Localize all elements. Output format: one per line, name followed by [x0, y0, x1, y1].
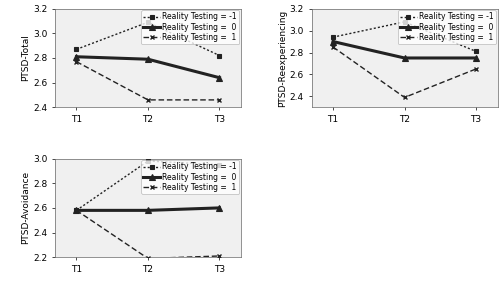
Line: Reality Testing = -1: Reality Testing = -1 [74, 20, 222, 58]
Reality Testing =  0 [402, 56, 407, 60]
Reality Testing =  0 [74, 209, 80, 212]
Reality Testing = -1 [330, 36, 336, 39]
Reality Testing =  0 [145, 209, 151, 212]
Reality Testing =  0 [473, 56, 479, 60]
Reality Testing = -1 [145, 21, 151, 24]
Line: Reality Testing =  1: Reality Testing = 1 [74, 59, 222, 102]
Reality Testing =  1 [74, 60, 80, 63]
Reality Testing = -1 [74, 48, 80, 51]
Reality Testing =  0 [74, 55, 80, 58]
Legend: Reality Testing = -1, Reality Testing =  0, Reality Testing =  1: Reality Testing = -1, Reality Testing = … [398, 10, 496, 44]
Reality Testing =  0 [145, 58, 151, 61]
Reality Testing =  1 [402, 96, 407, 99]
Line: Reality Testing = -1: Reality Testing = -1 [74, 159, 222, 213]
Y-axis label: PTSD-Total: PTSD-Total [21, 35, 30, 81]
Reality Testing =  0 [330, 40, 336, 43]
Line: Reality Testing =  0: Reality Testing = 0 [74, 54, 222, 81]
Legend: Reality Testing = -1, Reality Testing =  0, Reality Testing =  1: Reality Testing = -1, Reality Testing = … [141, 160, 240, 194]
Y-axis label: PTSD-Reexperiencing: PTSD-Reexperiencing [278, 9, 287, 107]
Reality Testing =  1 [473, 67, 479, 71]
Line: Reality Testing =  1: Reality Testing = 1 [74, 208, 222, 261]
Reality Testing =  1 [216, 98, 222, 102]
Line: Reality Testing =  1: Reality Testing = 1 [330, 45, 478, 100]
Reality Testing =  0 [216, 76, 222, 79]
Reality Testing =  1 [216, 254, 222, 258]
Y-axis label: PTSD-Avoidance: PTSD-Avoidance [21, 171, 30, 244]
Line: Reality Testing =  0: Reality Testing = 0 [330, 39, 479, 61]
Line: Reality Testing = -1: Reality Testing = -1 [330, 19, 478, 54]
Reality Testing = -1 [145, 159, 151, 163]
Reality Testing = -1 [216, 54, 222, 57]
Line: Reality Testing =  0: Reality Testing = 0 [74, 205, 222, 213]
Reality Testing = -1 [216, 163, 222, 166]
Reality Testing =  1 [74, 209, 80, 212]
Reality Testing =  1 [330, 45, 336, 49]
Reality Testing =  1 [145, 257, 151, 260]
Reality Testing =  1 [145, 98, 151, 102]
Reality Testing = -1 [473, 50, 479, 53]
Reality Testing = -1 [74, 209, 80, 212]
Reality Testing =  0 [216, 206, 222, 210]
Reality Testing = -1 [402, 20, 407, 24]
Legend: Reality Testing = -1, Reality Testing =  0, Reality Testing =  1: Reality Testing = -1, Reality Testing = … [141, 10, 240, 44]
